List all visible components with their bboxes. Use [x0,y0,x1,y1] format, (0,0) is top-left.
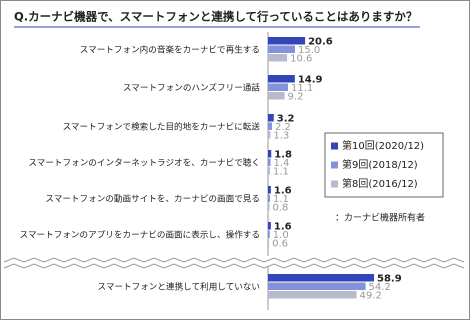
bar [268,131,271,139]
category-label: スマートフォンのアプリをカーナビの画面に表示し、操作する [20,229,260,241]
bar [268,194,270,202]
category-label: スマートフォンのインターネットラジオを、カーナビで聴く [28,158,260,169]
bar [268,150,272,158]
bar [268,92,285,100]
bar [268,75,295,83]
legend-label: 第8回(2016/12) [342,177,418,190]
bar [268,222,271,230]
data-label: 10.6 [290,53,312,64]
data-label: 1.4 [274,158,290,169]
bar [268,37,306,45]
data-label: 0.8 [272,202,288,213]
data-label: 1.6 [274,185,292,196]
bar [268,167,270,175]
data-label: 0.6 [272,238,288,249]
axis-break-line [3,257,465,263]
legend-label: 第9回(2018/12) [342,158,418,171]
data-label: 9.2 [288,91,304,102]
bar [268,114,274,122]
bar [268,239,270,247]
data-label: 1.1 [273,166,289,177]
note: ：カーナビ機器所有者 [335,212,425,224]
data-label: 1.1 [273,194,289,205]
bar [268,83,288,91]
bar [268,122,272,130]
data-label: 20.6 [308,36,333,47]
axis-break-line [3,263,465,269]
bar [268,291,357,299]
bar [268,274,375,282]
data-label: 1.8 [274,149,292,160]
legend-label: 第10回(2020/12) [342,139,424,152]
bar [268,45,295,53]
data-label: 14.9 [298,74,323,85]
legend-swatch [331,161,338,169]
bar [268,186,271,194]
data-label: 2.2 [275,122,291,133]
legend-box [324,132,444,198]
category-label: スマートフォンのハンズフリー通話 [123,82,260,94]
data-label: 11.1 [291,83,313,94]
data-label: 54.2 [369,282,391,293]
bar [268,54,288,62]
bar [268,203,270,211]
category-label: スマートフォンの動画サイトを、カーナビの画面で見る [45,194,260,205]
data-label: 3.2 [277,113,295,124]
chart-title: Q.カーナビ機器で、スマートフォンと連携して行っていることはありますか？ [14,10,417,24]
data-label: 1.0 [273,230,289,241]
data-label: 58.9 [377,273,402,284]
bar [268,158,271,166]
category-label: スマートフォンと連携して利用していない [97,281,260,293]
legend-swatch [331,180,338,188]
category-label: スマートフォンで検索した目的地をカーナビに転送 [63,121,261,133]
category-label: スマートフォン内の音楽をカーナビで再生する [80,44,260,56]
data-label: 15.0 [298,45,320,56]
bar [268,282,366,290]
data-label: 1.6 [274,221,292,232]
legend-swatch [331,142,338,150]
data-label: 49.2 [360,290,382,301]
bar [268,230,270,238]
data-label: 1.3 [273,130,289,141]
axis-break [4,256,466,266]
